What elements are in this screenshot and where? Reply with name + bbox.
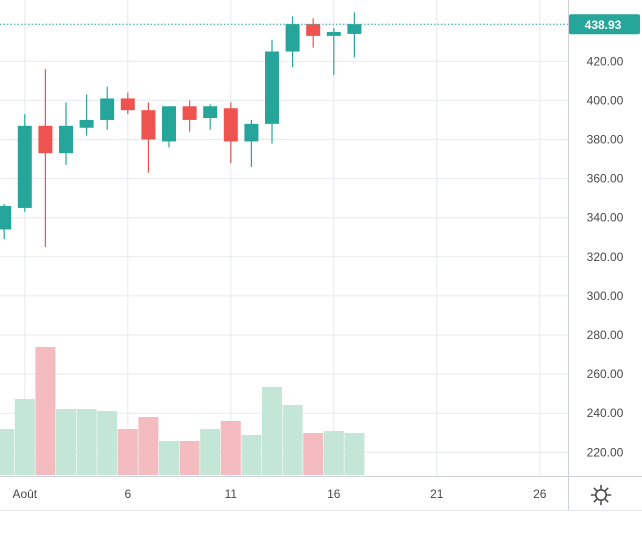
volume-bar: [35, 347, 56, 475]
candle-body: [38, 125, 53, 154]
y-tick-label: 360.00: [587, 172, 624, 186]
volume-bar: [241, 435, 262, 475]
volume-bar: [159, 441, 179, 475]
candle-body: [203, 106, 218, 118]
candle[interactable]: [120, 92, 135, 115]
candle[interactable]: [244, 119, 259, 167]
candle-body: [59, 125, 73, 154]
y-tick-label: 260.00: [587, 367, 624, 381]
candle-body: [0, 205, 12, 230]
candle-body: [223, 108, 238, 142]
candle-body: [17, 125, 32, 208]
candle-body: [120, 98, 135, 111]
candle-body: [285, 24, 300, 52]
candle[interactable]: [0, 204, 12, 240]
candle[interactable]: [38, 69, 53, 248]
y-tick-label: 280.00: [587, 328, 624, 342]
candle[interactable]: [100, 86, 115, 130]
candle-layer: [0, 12, 362, 248]
volume-bar: [14, 399, 35, 475]
candle[interactable]: [17, 114, 32, 212]
volume-bar: [97, 411, 118, 475]
candle[interactable]: [306, 18, 321, 48]
last-price-line-layer: 438.93: [0, 14, 640, 35]
x-tick-label: 26: [533, 487, 547, 501]
volume-bar: [0, 429, 15, 475]
y-tick-label: 320.00: [587, 250, 624, 264]
candle[interactable]: [141, 102, 156, 173]
candle[interactable]: [203, 104, 218, 130]
candle-body: [141, 110, 156, 140]
volume-bar: [138, 417, 159, 475]
gear-icon: [590, 484, 612, 506]
axes-layer: 220.00 240.00 260.00 280.00 300.00 320.00 340.…: [0, 0, 642, 511]
candle-body: [347, 24, 362, 34]
time-axis-panel[interactable]: [0, 476, 642, 510]
candle[interactable]: [59, 102, 73, 165]
candle-body: [265, 51, 279, 124]
volume-bar: [200, 429, 221, 475]
y-tick-label: 380.00: [587, 133, 624, 147]
y-tick-label: 240.00: [587, 406, 624, 420]
last-price-label: 438.93: [585, 18, 622, 32]
x-tick-label: 6: [124, 487, 131, 501]
volume-bar: [179, 441, 200, 475]
x-tick-label: 16: [327, 487, 341, 501]
candle-body: [162, 106, 176, 142]
volume-bar: [220, 421, 241, 475]
x-tick-label: 11: [225, 487, 238, 501]
y-tick-label: 420.00: [587, 54, 624, 68]
volume-bar: [344, 433, 365, 475]
x-tick-label: 21: [430, 487, 444, 501]
chart-settings-button[interactable]: [586, 480, 616, 510]
candle[interactable]: [79, 94, 94, 136]
candle[interactable]: [265, 39, 279, 144]
volume-bar: [76, 409, 97, 475]
candle-body: [244, 123, 259, 142]
candle-body: [79, 119, 94, 128]
candle-body: [182, 106, 197, 120]
price-axis-panel[interactable]: [568, 0, 642, 510]
candle-body: [306, 24, 321, 36]
volume-bar: [56, 409, 76, 475]
candle[interactable]: [285, 16, 300, 68]
candle-body: [326, 31, 341, 36]
volume-bar: [282, 405, 303, 475]
volume-layer: [0, 347, 365, 475]
candle[interactable]: [223, 102, 238, 163]
volume-bar: [117, 429, 138, 475]
volume-bar: [262, 387, 282, 475]
candle[interactable]: [182, 100, 197, 132]
volume-bar: [303, 433, 324, 475]
y-tick-label: 340.00: [587, 211, 624, 225]
last-price-badge: [569, 14, 640, 35]
candle[interactable]: [347, 12, 362, 58]
volume-bar: [323, 431, 344, 475]
y-tick-label: 220.00: [587, 445, 624, 459]
grid-layer: [0, 0, 568, 476]
candle[interactable]: [326, 28, 341, 75]
candle[interactable]: [162, 106, 176, 148]
y-tick-label: 300.00: [587, 289, 624, 303]
y-tick-label: 400.00: [587, 93, 624, 107]
x-tick-label: Août: [12, 487, 37, 501]
candle-body: [100, 98, 115, 120]
